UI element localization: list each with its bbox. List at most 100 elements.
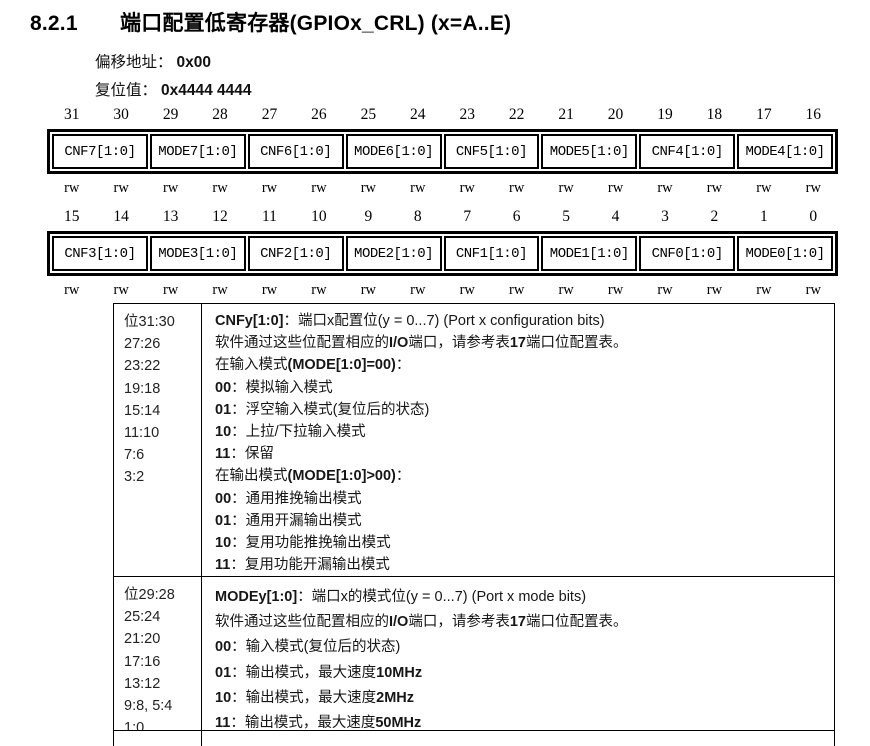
text-segment: CNFy[1:0] [215, 313, 284, 329]
text-segment: 端口位配置表。 [525, 614, 628, 631]
description-line: 11：复用功能开漏输出模式 [215, 554, 824, 576]
bit-number: 29 [162, 106, 179, 123]
text-segment: 软件通过这些位配置相应的 [215, 614, 389, 631]
bit-range: 3:2 [124, 469, 145, 486]
description-line: CNFy[1:0]：端口x配置位(y = 0...7) (Port x conf… [215, 310, 824, 332]
bit-field: MODE4[1:0] [737, 134, 833, 169]
access-flag: rw [805, 282, 821, 298]
bit-field: CNF3[1:0] [52, 236, 148, 271]
text-segment: 11 [215, 715, 231, 731]
bit-number: 28 [212, 106, 228, 123]
bit-number: 20 [607, 106, 624, 123]
text-segment: I/O [389, 335, 409, 352]
access-flag: rw [311, 282, 327, 298]
bit-field: CNF4[1:0] [639, 134, 736, 169]
bit-range: 15:14 [124, 402, 161, 419]
bit-number: 14 [113, 208, 129, 225]
text-segment: 10 [215, 535, 232, 552]
bit-field: CNF1[1:0] [443, 236, 540, 271]
bit-number: 8 [413, 208, 422, 225]
bit-range: 13:12 [124, 675, 161, 692]
bit-number: 9 [364, 208, 373, 225]
access-flag: rw [805, 180, 821, 196]
text-segment: ：端口x的模式位(y = 0...7) (Port x mode bits) [297, 589, 587, 605]
bit-range: 位29:28 [124, 587, 175, 603]
bit-number: 1 [759, 208, 768, 225]
text-segment: 端口，请参考表 [408, 335, 510, 352]
text-segment: ：模拟输入模式 [231, 379, 333, 396]
reset-value: 0x4444 4444 [161, 82, 252, 99]
bit-field: CNF7[1:0] [52, 134, 148, 169]
bit-number-row: 15 14 13 12 11 10 9 8 7 6 5 4 3 2 1 0 [47, 208, 838, 228]
text-segment: 11 [215, 446, 231, 463]
offset-address-value: 0x00 [176, 54, 211, 71]
bit-range: 25:24 [124, 609, 161, 626]
register-diagram: 31 30 29 28 27 26 25 24 23 22 21 20 19 18 17 16 CNF7[1:0… [47, 106, 838, 310]
text-segment: 00 [215, 490, 232, 507]
access-flag: rw [657, 180, 673, 196]
access-flag: rw [113, 282, 129, 298]
bit-range: 17:16 [124, 653, 161, 670]
bit-range: 19:18 [124, 380, 161, 397]
bit-field: MODE2[1:0] [345, 236, 442, 271]
description-line: 在输入模式(MODE[1:0]=00)： [215, 354, 824, 376]
access-row: rw rw rw rw rw rw rw rw rw rw rw rw rw rw rw rw [47, 282, 838, 300]
bit-range: 11:10 [124, 425, 160, 442]
description-line: 01：浮空输入模式(复位后的状态) [215, 399, 824, 421]
text-segment: ：输出模式，最大速度 [231, 689, 377, 706]
description-line: 软件通过这些位配置相应的I/O端口，请参考表17端口位配置表。 [215, 610, 824, 635]
bit-field: MODE1[1:0] [541, 236, 638, 271]
description-line: 00：输入模式(复位后的状态) [215, 635, 824, 660]
bit-number: 4 [611, 208, 620, 225]
access-flag: rw [261, 282, 278, 298]
access-flag: rw [509, 180, 525, 196]
text-segment: ： [395, 357, 411, 374]
bit-field: CNF0[1:0] [639, 236, 736, 271]
access-flag: rw [64, 282, 80, 298]
access-flag: rw [756, 282, 772, 298]
access-flag: rw [261, 180, 278, 196]
bit-field: MODE7[1:0] [149, 134, 246, 169]
access-flag: rw [212, 180, 228, 196]
text-segment: 50MHz [375, 715, 422, 731]
bit-field: CNF6[1:0] [247, 134, 344, 169]
access-flag: rw [459, 180, 475, 196]
text-segment: 2MHz [376, 689, 415, 706]
bit-number: 16 [805, 106, 822, 123]
bit-number: 25 [360, 106, 377, 123]
bit-number: 23 [459, 106, 475, 123]
text-segment: 端口位配置表。 [525, 335, 628, 352]
bit-field: MODE6[1:0] [345, 134, 442, 169]
access-flag: rw [311, 180, 327, 196]
access-flag: rw [459, 282, 475, 298]
offset-address-label: 偏移地址： [95, 54, 173, 71]
text-segment: 10 [215, 424, 232, 441]
access-flag: rw [64, 180, 80, 196]
bit-range: 位31:30 [124, 314, 175, 330]
bit-field: CNF2[1:0] [247, 236, 344, 271]
reset-value-label: 复位值： [95, 82, 158, 99]
section-number: 8.2.1 [30, 12, 78, 35]
text-segment: ： [395, 468, 411, 485]
access-flag: rw [509, 282, 525, 298]
bit-range: 9:8, 5:4 [124, 698, 173, 715]
description-content [202, 731, 834, 746]
text-segment: 在输出模式 [215, 468, 288, 485]
access-flag: rw [558, 180, 574, 196]
bit-field: CNF5[1:0] [443, 134, 540, 169]
description-line: 11：保留 [215, 443, 824, 465]
text-segment: ：通用推挽输出模式 [231, 490, 362, 507]
description-line: 11：输出模式，最大速度50MHz [215, 711, 824, 731]
bit-number: 21 [558, 106, 574, 123]
register-meta: 偏移地址： 0x00 复位值： 0x4444 4444 [95, 51, 252, 107]
bit-field: MODE0[1:0] [737, 236, 833, 271]
bit-number: 24 [410, 106, 426, 123]
text-segment: ：端口x配置位(y = 0...7) (Port x configuration… [283, 313, 605, 329]
bit-number: 15 [63, 208, 80, 225]
bit-number: 26 [311, 106, 327, 123]
bit-number: 2 [710, 208, 719, 225]
text-segment: 10MHz [376, 664, 423, 681]
text-segment: 01 [215, 401, 232, 418]
text-segment: ：浮空输入模式(复位后的状态) [231, 401, 430, 418]
